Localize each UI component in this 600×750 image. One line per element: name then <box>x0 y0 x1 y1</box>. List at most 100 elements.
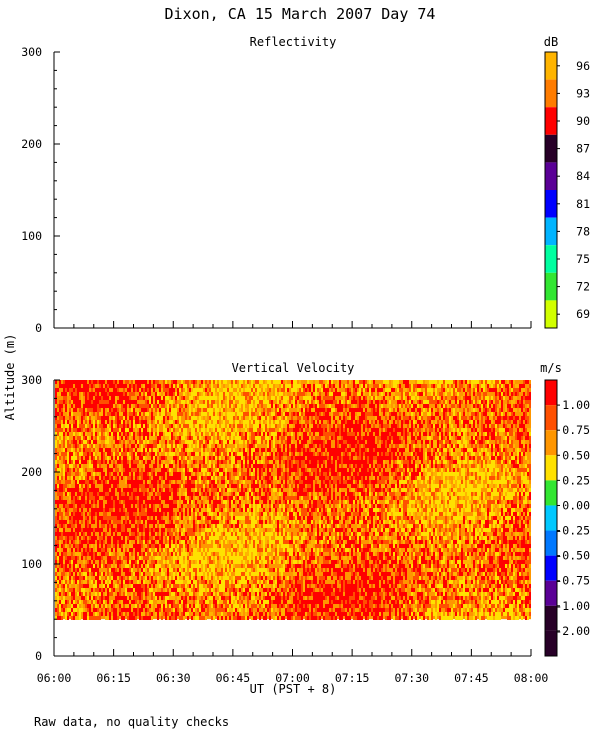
velocity-cell <box>235 452 237 456</box>
velocity-cell <box>107 468 109 472</box>
velocity-cell <box>207 520 209 524</box>
velocity-cell <box>235 568 237 572</box>
velocity-cell <box>231 464 233 468</box>
velocity-cell <box>63 512 65 516</box>
velocity-cell <box>93 600 95 604</box>
velocity-cell <box>211 432 213 436</box>
velocity-cell <box>103 496 105 500</box>
velocity-cell <box>191 444 193 448</box>
velocity-cell <box>199 468 201 472</box>
velocity-cell <box>155 524 157 528</box>
velocity-cell <box>135 408 137 412</box>
velocity-cell <box>161 420 163 424</box>
velocity-cell <box>237 536 239 540</box>
velocity-cell <box>81 408 83 412</box>
velocity-cell <box>143 408 145 412</box>
velocity-cell <box>143 452 145 456</box>
velocity-cell <box>157 400 159 404</box>
velocity-cell <box>227 416 229 420</box>
velocity-cell <box>165 592 167 596</box>
velocity-cell <box>181 612 183 616</box>
velocity-cell <box>89 560 91 564</box>
velocity-cell <box>137 500 139 504</box>
velocity-cell <box>197 484 199 488</box>
velocity-cell <box>215 580 217 584</box>
velocity-cell <box>261 580 263 584</box>
velocity-cell <box>93 460 95 464</box>
velocity-cell <box>185 560 187 564</box>
velocity-cell <box>89 564 91 568</box>
velocity-cell <box>245 592 247 596</box>
velocity-cell <box>231 520 233 524</box>
velocity-cell <box>167 536 169 540</box>
velocity-cell <box>195 424 197 428</box>
velocity-cell <box>83 416 85 420</box>
velocity-cell <box>217 568 219 572</box>
velocity-cell <box>179 412 181 416</box>
velocity-cell <box>189 556 191 560</box>
velocity-cell <box>241 616 243 620</box>
velocity-cell <box>173 580 175 584</box>
velocity-cell <box>99 416 101 420</box>
velocity-cell <box>241 508 243 512</box>
velocity-cell <box>203 520 205 524</box>
velocity-cell <box>245 608 247 612</box>
velocity-cell <box>245 420 247 424</box>
velocity-cell <box>139 564 141 568</box>
velocity-cell <box>253 568 255 572</box>
velocity-cell <box>191 512 193 516</box>
velocity-cell <box>77 544 79 548</box>
velocity-cell <box>139 584 141 588</box>
reflectivity-colorbar-label: 69 <box>576 307 590 321</box>
velocity-cell <box>191 528 193 532</box>
velocity-cell <box>73 456 75 460</box>
velocity-cell <box>143 448 145 452</box>
velocity-cell <box>217 500 219 504</box>
velocity-cell <box>201 456 203 460</box>
velocity-cell <box>201 380 203 384</box>
velocity-cell <box>165 408 167 412</box>
velocity-cell <box>229 404 231 408</box>
velocity-cell <box>147 540 149 544</box>
velocity-cell <box>179 460 181 464</box>
velocity-cell <box>159 436 161 440</box>
velocity-cell <box>127 400 129 404</box>
velocity-cell <box>75 420 77 424</box>
velocity-cell <box>89 484 91 488</box>
velocity-cell <box>93 384 95 388</box>
velocity-cell <box>217 548 219 552</box>
velocity-cell <box>167 568 169 572</box>
velocity-cell <box>59 580 61 584</box>
velocity-cell <box>103 516 105 520</box>
velocity-cell <box>113 592 115 596</box>
velocity-cell <box>65 500 67 504</box>
velocity-cell <box>191 440 193 444</box>
velocity-cell <box>103 460 105 464</box>
velocity-cell <box>91 552 93 556</box>
velocity-cell <box>187 452 189 456</box>
velocity-cell <box>55 520 57 524</box>
velocity-cell <box>249 444 251 448</box>
velocity-cell <box>245 448 247 452</box>
velocity-cell <box>85 400 87 404</box>
velocity-cell <box>105 404 107 408</box>
velocity-cell <box>169 480 171 484</box>
velocity-cell <box>161 584 163 588</box>
velocity-cell <box>185 456 187 460</box>
velocity-cell <box>173 444 175 448</box>
velocity-cell <box>241 612 243 616</box>
velocity-cell <box>201 460 203 464</box>
velocity-cell <box>139 540 141 544</box>
velocity-cell <box>169 424 171 428</box>
velocity-cell <box>255 440 257 444</box>
velocity-cell <box>191 484 193 488</box>
velocity-cell <box>153 556 155 560</box>
velocity-cell <box>247 572 249 576</box>
velocity-cell <box>165 448 167 452</box>
velocity-cell <box>169 520 171 524</box>
velocity-cell <box>261 484 263 488</box>
velocity-cell <box>173 492 175 496</box>
velocity-cell <box>141 520 143 524</box>
velocity-cell <box>173 556 175 560</box>
velocity-cell <box>173 584 175 588</box>
